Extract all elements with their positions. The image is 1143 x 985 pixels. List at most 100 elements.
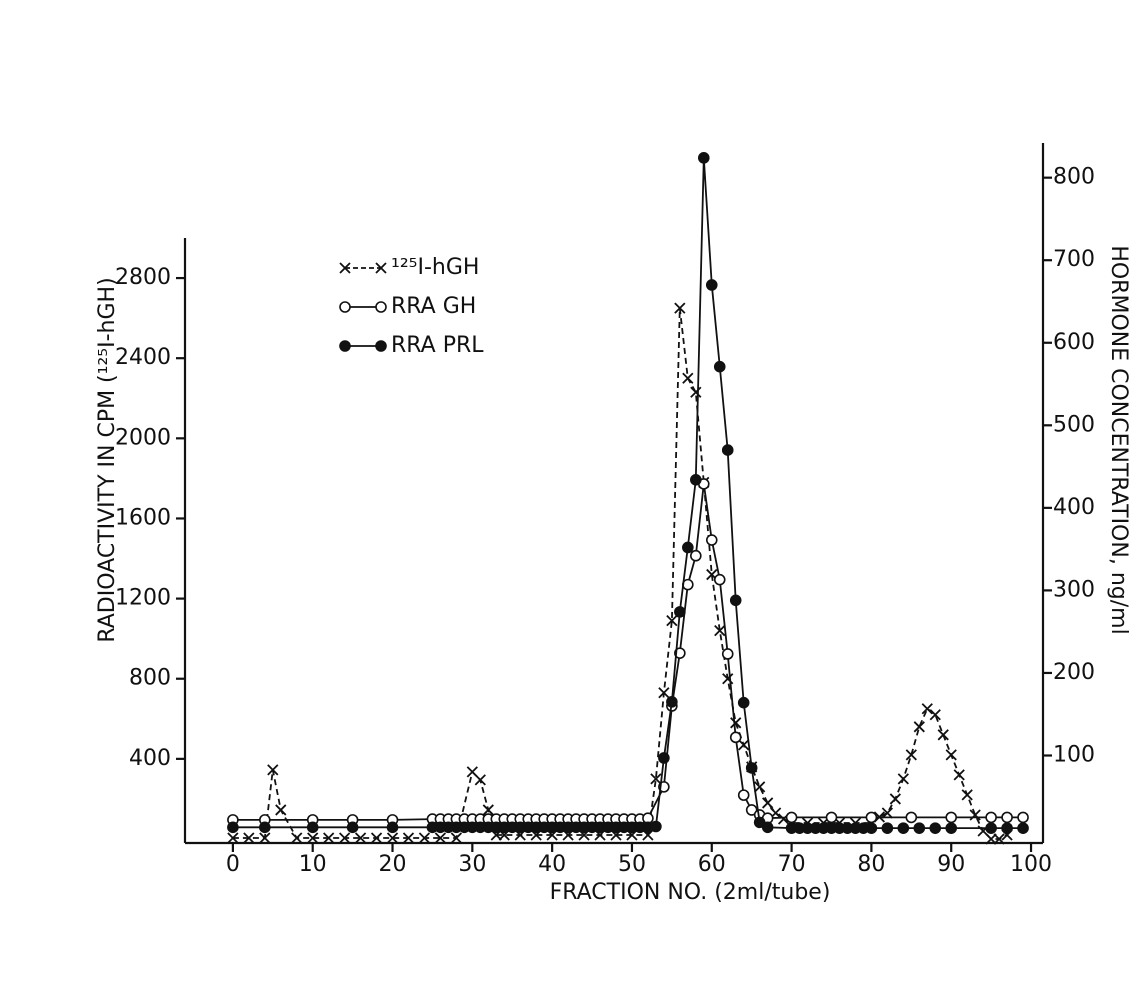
marker: [275, 804, 287, 816]
y2-tick-label: 300: [1053, 577, 1095, 602]
x-axis-label: FRACTION NO. (2ml/tube): [550, 880, 831, 905]
marker: [705, 279, 718, 291]
marker: [1001, 822, 1013, 834]
marker: [905, 749, 917, 761]
marker: [482, 804, 494, 816]
x-tick-label: 70: [778, 852, 806, 877]
marker: [721, 648, 734, 660]
marker: [721, 444, 734, 456]
marker: [921, 703, 933, 715]
x-tick-label: 40: [538, 852, 566, 877]
marker: [338, 832, 351, 844]
marker: [953, 769, 965, 781]
marker: [658, 687, 670, 699]
legend-marker: [339, 262, 351, 274]
legend-marker: [339, 340, 351, 352]
marker: [690, 549, 702, 562]
marker: [985, 833, 997, 845]
marker: [713, 573, 726, 586]
marker: [993, 833, 1005, 845]
y2-axis-label: HORMONE CONCENTRATION, ng/ml: [1106, 245, 1131, 634]
marker: [929, 822, 942, 834]
marker: [714, 625, 726, 637]
marker: [913, 822, 926, 834]
y-tick-label: 400: [129, 746, 171, 771]
x-tick-label: 90: [937, 852, 965, 877]
marker: [985, 811, 997, 824]
series-line: [232, 157, 1023, 829]
marker: [434, 832, 447, 844]
marker: [243, 832, 255, 844]
marker: [346, 821, 359, 834]
y2-tick-label: 800: [1053, 165, 1095, 190]
y2-tick-label: 700: [1053, 247, 1095, 272]
marker: [881, 807, 893, 819]
marker: [745, 762, 758, 774]
marker: [227, 832, 239, 844]
marker: [825, 811, 838, 824]
y-tick-label: 2800: [115, 265, 171, 290]
marker: [1017, 822, 1029, 834]
marker: [227, 821, 239, 834]
marker: [402, 832, 415, 844]
y-axis-label: RADIOACTIVITY IN CPM (¹²⁵I-hGH): [95, 277, 120, 642]
marker: [865, 822, 878, 834]
marker: [865, 811, 878, 824]
y-tick-label: 1600: [115, 505, 171, 530]
marker: [729, 731, 742, 744]
marker: [450, 832, 463, 844]
legend-marker: [375, 301, 387, 313]
marker: [961, 789, 973, 801]
marker: [259, 832, 271, 844]
marker: [937, 729, 949, 741]
marker: [1001, 811, 1013, 824]
marker: [762, 797, 774, 809]
marker: [418, 832, 431, 844]
marker: [945, 822, 958, 834]
y-tick-label: 1200: [115, 586, 171, 611]
marker: [386, 832, 399, 844]
marker: [682, 541, 694, 554]
marker: [259, 821, 271, 834]
marker: [474, 774, 486, 786]
marker: [737, 789, 750, 801]
legend-marker: [375, 262, 387, 274]
x-tick-label: 10: [299, 852, 327, 877]
marker: [897, 822, 910, 834]
marker: [267, 764, 279, 776]
marker: [306, 821, 319, 834]
marker: [386, 821, 399, 834]
marker: [697, 152, 710, 164]
x-tick-label: 30: [458, 852, 486, 877]
marker: [785, 811, 798, 824]
marker: [682, 372, 694, 384]
y-tick-label: 2400: [115, 345, 171, 370]
legend-label: RRA PRL: [391, 333, 484, 358]
y-tick-label: 800: [129, 666, 171, 691]
series-line: [232, 483, 1023, 821]
y2-tick-label: 400: [1053, 495, 1095, 520]
marker: [729, 594, 742, 607]
marker: [761, 821, 774, 834]
marker: [705, 534, 718, 546]
marker: [905, 811, 918, 824]
marker: [1017, 811, 1029, 824]
marker: [291, 832, 303, 844]
marker: [985, 822, 997, 834]
marker: [889, 793, 901, 805]
marker: [674, 606, 686, 618]
marker: [307, 832, 319, 844]
marker: [674, 302, 686, 314]
marker: [945, 749, 957, 761]
marker: [323, 832, 335, 844]
legend-marker: [375, 340, 387, 352]
marker: [713, 360, 726, 373]
x-tick-label: 50: [618, 852, 646, 877]
marker: [690, 473, 702, 486]
marker: [738, 739, 750, 751]
y-tick-label: 2000: [115, 425, 171, 450]
marker: [730, 717, 742, 729]
y2-tick-label: 100: [1053, 743, 1095, 768]
marker: [650, 820, 662, 833]
